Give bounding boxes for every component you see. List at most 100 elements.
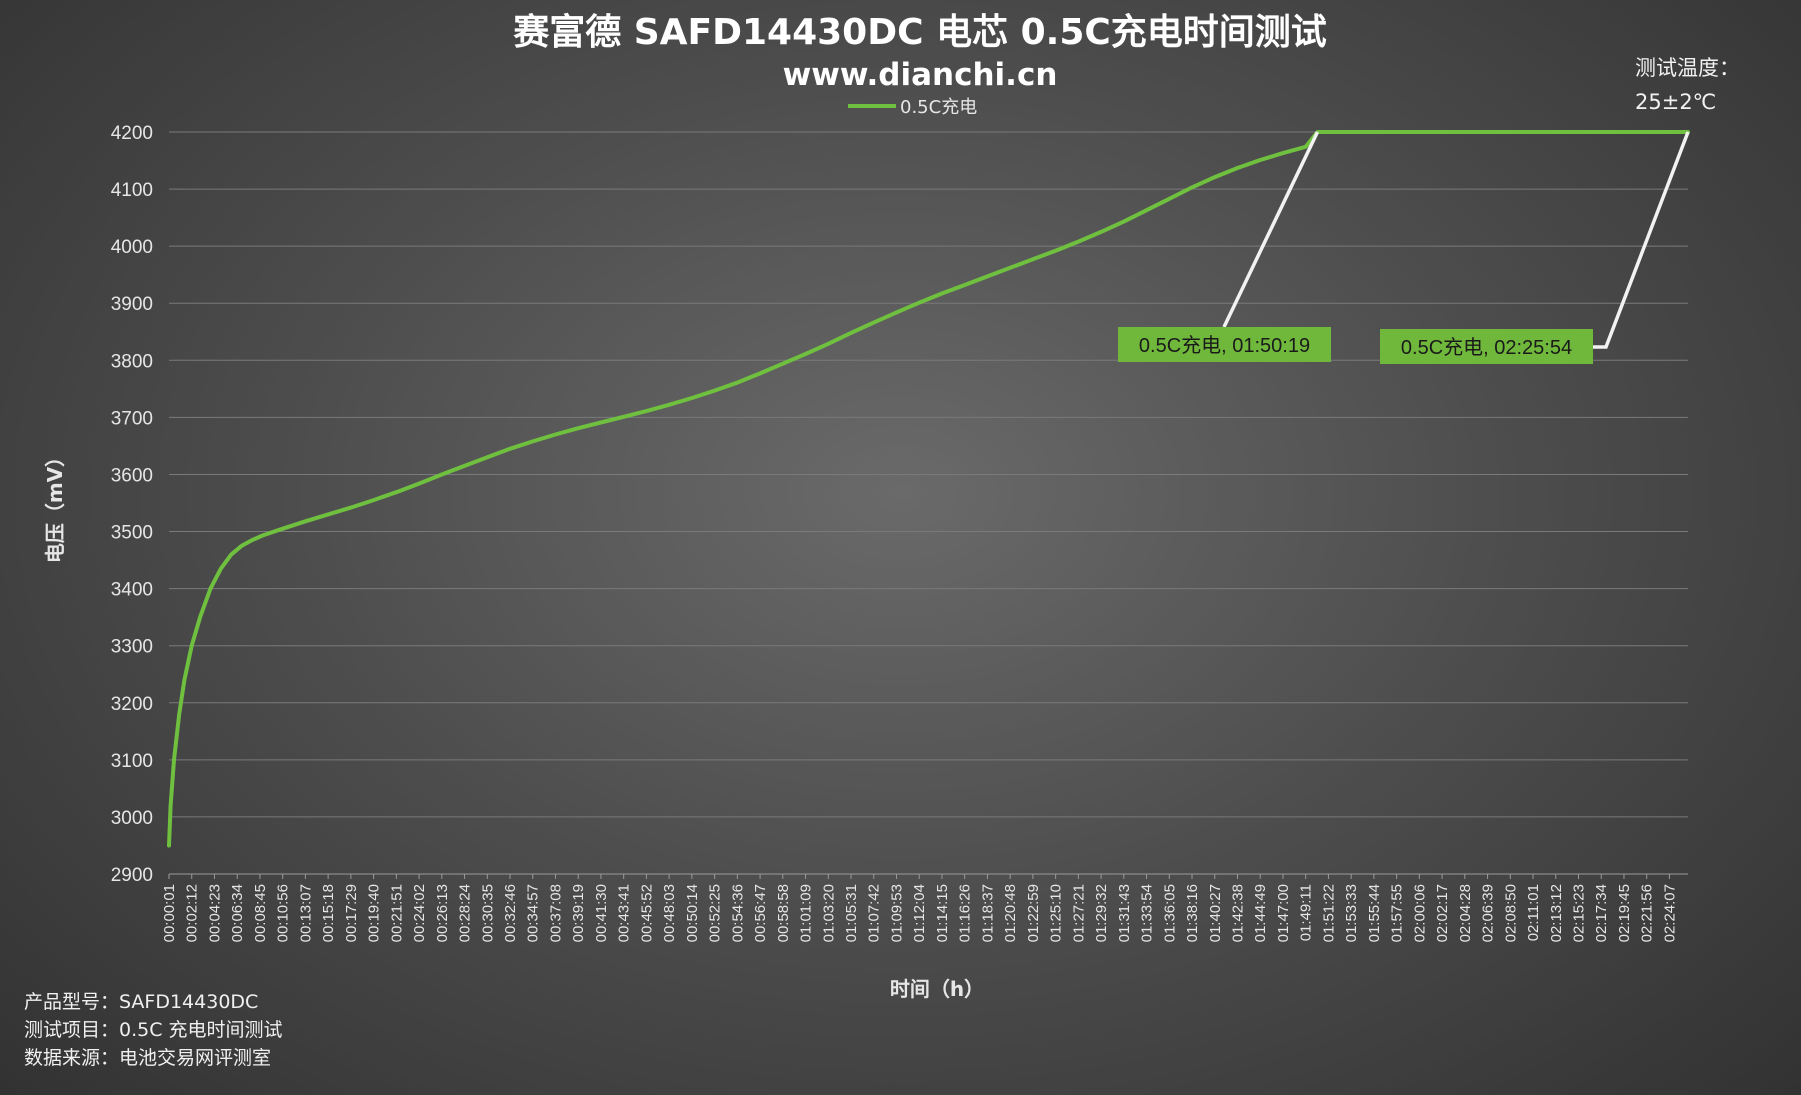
x-tick-label: 01:55:44 — [1366, 884, 1383, 942]
x-tick-label: 00:32:46 — [502, 884, 519, 942]
x-tick-label: 00:34:57 — [525, 884, 542, 942]
y-tick-label: 3700 — [111, 408, 153, 429]
x-tick-label: 00:43:41 — [616, 884, 633, 942]
x-tick-label: 00:37:08 — [547, 884, 564, 942]
x-tick-label: 01:27:21 — [1070, 884, 1087, 942]
x-tick-label: 00:58:58 — [775, 884, 792, 942]
x-tick-label: 00:52:25 — [707, 884, 724, 942]
x-tick-label: 01:38:16 — [1184, 884, 1201, 942]
x-axis-ticks: 00:00:01 00:02:12 00:04:23 00:06:34 00:08:45… — [161, 874, 1678, 942]
x-tick-label: 00:56:47 — [752, 884, 769, 942]
x-tick-label: 00:10:56 — [275, 884, 292, 942]
callout-label: 0.5C充电, 01:50:19 — [1139, 334, 1310, 357]
x-tick-label: 01:22:59 — [1025, 884, 1042, 942]
x-tick-label: 00:48:03 — [661, 884, 678, 942]
x-tick-label: 01:12:04 — [911, 884, 928, 942]
x-tick-label: 02:08:50 — [1502, 884, 1519, 942]
x-tick-label: 01:31:43 — [1116, 884, 1133, 942]
callout-leader-line — [1222, 131, 1320, 328]
x-tick-label: 01:20:48 — [1002, 884, 1019, 942]
x-tick-label: 00:19:40 — [366, 884, 383, 942]
x-tick-label: 01:47:00 — [1275, 884, 1292, 942]
x-tick-label: 02:13:12 — [1548, 884, 1565, 942]
x-tick-label: 00:30:35 — [479, 884, 496, 942]
legend: 0.5C充电 — [848, 97, 977, 118]
x-tick-label: 00:15:18 — [320, 884, 337, 942]
x-tick-label: 02:02:17 — [1434, 884, 1451, 942]
x-tick-label: 02:19:45 — [1616, 884, 1633, 942]
x-tick-label: 00:00:01 — [161, 884, 178, 942]
y-tick-label: 3200 — [111, 694, 153, 715]
x-tick-label: 02:11:01 — [1525, 884, 1542, 941]
x-tick-label: 01:51:22 — [1320, 884, 1337, 942]
y-tick-label: 4000 — [111, 237, 153, 258]
callout-2: 0.5C充电, 02:25:54 — [1380, 131, 1690, 364]
chart-title: 赛富德 SAFD14430DC 电芯 0.5C充电时间测试 — [513, 11, 1327, 53]
x-tick-label: 02:17:34 — [1593, 884, 1610, 942]
x-tick-label: 01:09:53 — [888, 884, 905, 942]
x-tick-label: 01:01:09 — [798, 884, 815, 942]
x-tick-label: 01:18:37 — [979, 884, 996, 942]
y-tick-label: 3900 — [111, 294, 153, 315]
x-tick-label: 00:17:29 — [343, 884, 360, 942]
x-tick-label: 01:16:26 — [957, 884, 974, 942]
x-tick-label: 02:04:28 — [1457, 884, 1474, 942]
temperature-note-line2: 25±2℃ — [1635, 90, 1716, 114]
callout-label: 0.5C充电, 02:25:54 — [1401, 336, 1572, 359]
x-tick-label: 01:03:20 — [820, 884, 837, 942]
x-tick-label: 00:13:07 — [297, 884, 314, 942]
y-tick-label: 4200 — [111, 123, 153, 144]
y-tick-label: 3800 — [111, 351, 153, 372]
x-tick-label: 00:04:23 — [206, 884, 223, 942]
x-tick-label: 00:45:52 — [638, 884, 655, 942]
temperature-note-line1: 测试温度： — [1635, 56, 1740, 80]
x-tick-label: 00:24:02 — [411, 884, 428, 942]
x-tick-label: 01:14:15 — [934, 884, 951, 942]
callout-1: 0.5C充电, 01:50:19 — [1118, 131, 1331, 362]
callout-leader-line — [1593, 131, 1690, 349]
chart-subtitle: www.dianchi.cn — [783, 57, 1058, 93]
x-tick-label: 01:53:33 — [1343, 884, 1360, 942]
y-tick-label: 2900 — [111, 865, 153, 886]
x-tick-label: 00:41:30 — [593, 884, 610, 942]
x-tick-label: 01:42:38 — [1229, 884, 1246, 942]
temperature-note: 测试温度： 25±2℃ — [1635, 56, 1740, 114]
annotations: 0.5C充电, 01:50:19 0.5C充电, 02:25:54 — [1118, 131, 1690, 364]
footer-test-item: 测试项目：0.5C 充电时间测试 — [24, 1019, 283, 1041]
x-tick-label: 00:39:19 — [570, 884, 587, 942]
grid — [169, 131, 1688, 875]
y-tick-label: 3100 — [111, 751, 153, 772]
x-tick-label: 01:05:31 — [843, 884, 860, 942]
x-tick-label: 02:24:07 — [1661, 884, 1678, 942]
x-tick-label: 00:26:13 — [434, 884, 451, 942]
x-tick-label: 01:07:42 — [866, 884, 883, 942]
x-tick-label: 02:21:56 — [1639, 884, 1656, 942]
x-tick-label: 01:36:05 — [1161, 884, 1178, 942]
y-tick-label: 3000 — [111, 808, 153, 829]
footer-source: 数据来源：电池交易网评测室 — [24, 1047, 272, 1069]
x-tick-label: 02:15:23 — [1570, 884, 1587, 942]
x-tick-label: 01:25:10 — [1048, 884, 1065, 942]
x-tick-label: 00:28:24 — [457, 884, 474, 942]
x-tick-label: 00:06:34 — [229, 884, 246, 942]
x-tick-label: 00:02:12 — [184, 884, 201, 942]
y-axis-title: 电压（mV） — [43, 447, 67, 563]
x-tick-label: 01:40:27 — [1207, 884, 1224, 942]
x-tick-label: 00:08:45 — [252, 884, 269, 942]
x-tick-label: 01:33:54 — [1139, 884, 1156, 942]
y-tick-label: 3600 — [111, 465, 153, 486]
y-tick-label: 4100 — [111, 180, 153, 201]
callout-box — [1118, 327, 1331, 362]
x-tick-label: 01:44:49 — [1252, 884, 1269, 942]
x-tick-label: 02:06:39 — [1480, 884, 1497, 942]
y-tick-label: 3500 — [111, 523, 153, 544]
footer-model: 产品型号：SAFD14430DC — [24, 991, 259, 1013]
x-tick-label: 00:21:51 — [388, 884, 405, 942]
x-tick-label: 02:00:06 — [1411, 884, 1428, 942]
x-tick-label: 00:54:36 — [729, 884, 746, 942]
x-tick-label: 01:57:55 — [1389, 884, 1406, 942]
y-tick-label: 3400 — [111, 580, 153, 601]
series-line-0-5c-charge — [167, 130, 1690, 848]
x-tick-label: 00:50:14 — [684, 884, 701, 942]
footer-info: 产品型号：SAFD14430DC 测试项目：0.5C 充电时间测试 数据来源：电… — [24, 988, 283, 1072]
